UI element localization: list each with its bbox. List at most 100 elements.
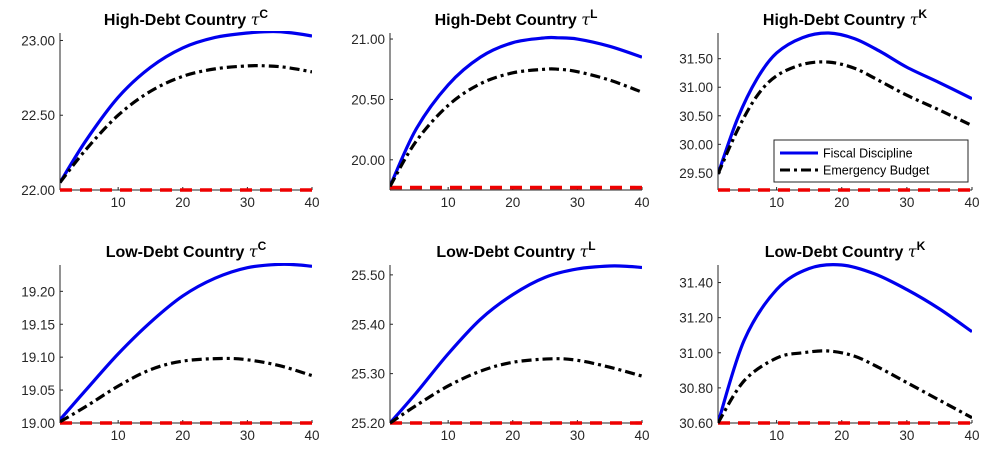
x-tick-label: 30 <box>899 195 914 210</box>
chart-title-text: Low-Debt Country <box>436 244 579 261</box>
x-tick-label: 40 <box>964 428 979 443</box>
series-line-emergency-budget <box>718 349 972 424</box>
chart-title: High-Debt Country τC <box>104 7 269 29</box>
chart-title-text: Low-Debt Country <box>765 244 908 261</box>
y-tick-label: 31.50 <box>679 52 713 67</box>
x-tick-label: 10 <box>769 428 784 443</box>
chart-title: Low-Debt Country τC <box>106 239 267 261</box>
series-group <box>60 31 312 192</box>
chart-title: High-Debt Country τL <box>435 7 598 29</box>
x-tick-label: 40 <box>964 195 979 210</box>
chart-title-symbol: τ <box>908 242 918 261</box>
series-line-emergency-budget <box>390 67 642 188</box>
y-tick-label: 23.00 <box>21 33 55 48</box>
series-line-emergency-budget <box>60 64 312 184</box>
series-line-emergency-budget <box>718 60 972 175</box>
chart-title-superscript: K <box>918 7 927 21</box>
y-tick-label: 19.15 <box>21 317 55 332</box>
chart-title: Low-Debt Country τK <box>765 239 926 261</box>
x-tick-label: 20 <box>505 195 520 210</box>
legend-box <box>773 139 969 183</box>
chart-panel: 10 20 30 40 22.00 22.50 23.00 High-Debt Country… <box>21 7 319 210</box>
series-line-fiscal-discipline <box>718 31 972 175</box>
x-tick-label: 40 <box>634 195 649 210</box>
series-group <box>390 35 642 190</box>
x-tick-label: 40 <box>304 428 319 443</box>
x-tick-label: 30 <box>899 428 914 443</box>
chart-panel: 10 20 30 40 25.20 25.30 25.40 25.50 Low-Debt Cou… <box>351 239 649 443</box>
legend: Fiscal Discipline Emergency Budget <box>773 139 969 183</box>
y-tick-label: 20.50 <box>351 92 385 107</box>
series-line-fiscal-discipline <box>718 263 972 424</box>
x-tick-label: 30 <box>240 428 255 443</box>
chart-title-text: High-Debt Country <box>104 12 251 29</box>
y-tick-label: 22.00 <box>21 183 55 198</box>
chart-title-symbol: τ <box>251 10 261 29</box>
chart-title-superscript: L <box>588 239 595 253</box>
series-line-emergency-budget <box>60 356 312 424</box>
y-tick-label: 19.10 <box>21 350 55 365</box>
y-tick-label: 19.00 <box>21 416 55 431</box>
series-line-fiscal-discipline <box>60 263 312 421</box>
chart-title: Low-Debt Country τL <box>436 239 595 261</box>
chart-title-symbol: τ <box>910 10 920 29</box>
y-tick-label: 30.80 <box>679 381 713 396</box>
chart-title-superscript: C <box>258 239 267 253</box>
y-tick-label: 29.50 <box>679 166 713 181</box>
y-tick-label: 31.20 <box>679 311 713 326</box>
series-line-fiscal-discipline <box>60 31 312 184</box>
chart-panel: 10 20 30 40 19.00 19.05 19.10 19.15 19.20 Low-Deb… <box>21 239 319 443</box>
legend-label: Emergency Budget <box>823 164 930 178</box>
chart-title-symbol: τ <box>581 10 591 29</box>
x-tick-label: 20 <box>834 428 849 443</box>
chart-title-superscript: L <box>590 7 597 21</box>
y-tick-label: 31.00 <box>679 80 713 95</box>
x-tick-label: 40 <box>634 428 649 443</box>
series-line-fiscal-discipline <box>390 35 642 188</box>
chart-title-superscript: K <box>917 239 926 253</box>
series-group <box>390 264 642 425</box>
x-tick-label: 30 <box>240 195 255 210</box>
chart-title-symbol: τ <box>579 242 589 261</box>
series-group <box>718 31 972 192</box>
y-tick-label: 19.20 <box>21 284 55 299</box>
chart-title-text: Low-Debt Country <box>106 244 249 261</box>
legend-label: Fiscal Discipline <box>823 147 913 161</box>
x-tick-label: 10 <box>441 195 456 210</box>
x-tick-label: 30 <box>570 195 585 210</box>
chart-title-superscript: C <box>259 7 268 21</box>
x-tick-label: 20 <box>834 195 849 210</box>
x-tick-label: 10 <box>111 428 126 443</box>
y-tick-label: 21.00 <box>351 32 385 47</box>
x-tick-label: 20 <box>505 428 520 443</box>
y-tick-label: 19.05 <box>21 383 55 398</box>
chart-title-text: High-Debt Country <box>435 12 582 29</box>
x-tick-label: 20 <box>175 428 190 443</box>
y-tick-label: 25.30 <box>351 367 385 382</box>
x-tick-label: 30 <box>570 428 585 443</box>
x-tick-label: 40 <box>304 195 319 210</box>
chart-title-text: High-Debt Country <box>763 12 910 29</box>
chart-title: High-Debt Country τK <box>763 7 928 29</box>
y-tick-label: 25.20 <box>351 416 385 431</box>
chart-panel: 10 20 30 40 29.50 30.00 30.50 31.00 31.50 High-De… <box>679 7 979 210</box>
y-tick-label: 25.40 <box>351 317 385 332</box>
x-tick-label: 20 <box>175 195 190 210</box>
series-group <box>718 263 972 425</box>
series-group <box>60 263 312 425</box>
y-tick-label: 31.00 <box>679 346 713 361</box>
chart-panel: 10 20 30 40 30.60 30.80 31.00 31.20 31.40 Low-Deb… <box>679 239 979 443</box>
chart-title-symbol: τ <box>249 242 259 261</box>
y-tick-label: 30.50 <box>679 109 713 124</box>
y-tick-label: 31.40 <box>679 276 713 291</box>
series-line-emergency-budget <box>390 357 642 425</box>
series-line-fiscal-discipline <box>390 264 642 425</box>
y-tick-label: 30.60 <box>679 416 713 431</box>
x-tick-label: 10 <box>441 428 456 443</box>
y-tick-label: 22.50 <box>21 108 55 123</box>
x-tick-label: 10 <box>111 195 126 210</box>
x-tick-label: 10 <box>769 195 784 210</box>
y-tick-label: 30.00 <box>679 137 713 152</box>
